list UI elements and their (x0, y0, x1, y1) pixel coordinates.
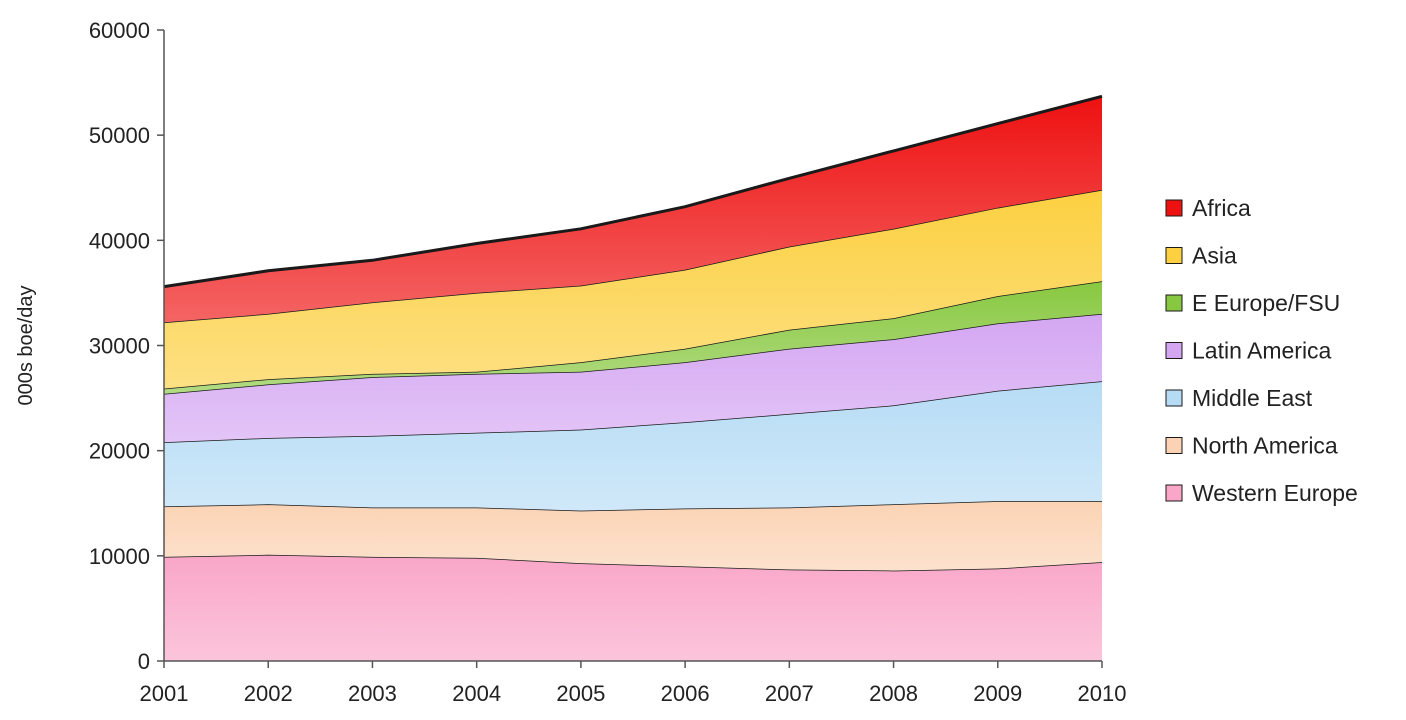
area-e-europe-fsu (164, 281, 1102, 394)
area-edge-africa (163, 94, 1103, 289)
x-tick-label: 2010 (1078, 681, 1127, 706)
legend-label-middle-east: Middle East (1192, 385, 1313, 411)
x-tick-label: 2005 (556, 681, 605, 706)
y-tick-label: 20000 (89, 439, 150, 464)
legend-label-asia: Asia (1192, 243, 1237, 269)
x-tick-label: 2003 (348, 681, 397, 706)
area-series-group (163, 94, 1103, 661)
area-western-europe (164, 554, 1102, 661)
x-tick-label: 2006 (661, 681, 710, 706)
legend-swatch-western-europe (1165, 484, 1183, 502)
legend-label-e-europe-fsu: E Europe/FSU (1192, 290, 1340, 316)
y-tick-label: 60000 (89, 18, 150, 43)
legend-label-western-europe: Western Europe (1192, 480, 1358, 506)
legend-swatch-asia (1165, 247, 1183, 264)
area-north-america (164, 501, 1102, 571)
legend-swatch-latin-america (1165, 342, 1183, 359)
axes-group: 0 10000 20000 30000 40000 50000 60000 2001 2002 2… (15, 18, 1126, 706)
legend-swatch-e-europe-fsu (1165, 294, 1183, 312)
area-asia (164, 189, 1102, 389)
legend-label-north-america: North America (1192, 433, 1338, 459)
y-tick-label: 30000 (89, 334, 150, 359)
area-middle-east (164, 381, 1102, 511)
legend-label-africa: Africa (1192, 195, 1251, 221)
legend-swatch-north-america (1165, 437, 1183, 454)
y-tick-label: 10000 (89, 544, 150, 569)
y-axis-title: 000s boe/day (15, 285, 37, 405)
x-tick-label: 2007 (765, 681, 814, 706)
area-africa (164, 96, 1102, 323)
x-tick-label: 2002 (244, 681, 293, 706)
legend-swatch-middle-east (1165, 389, 1183, 407)
area-latin-america (164, 313, 1102, 443)
y-tick-label: 50000 (89, 123, 150, 148)
legend-swatch-africa (1165, 199, 1183, 217)
y-tick-label: 0 (138, 649, 150, 674)
legend-label-latin-america: Latin America (1192, 338, 1332, 364)
legend: Africa Asia E Europe/FSU Latin America Middl… (1165, 195, 1358, 506)
x-tick-label: 2004 (452, 681, 501, 706)
x-tick-label: 2001 (140, 681, 189, 706)
x-tick-label: 2009 (973, 681, 1022, 706)
y-tick-label: 40000 (89, 228, 150, 253)
x-tick-label: 2008 (869, 681, 918, 706)
